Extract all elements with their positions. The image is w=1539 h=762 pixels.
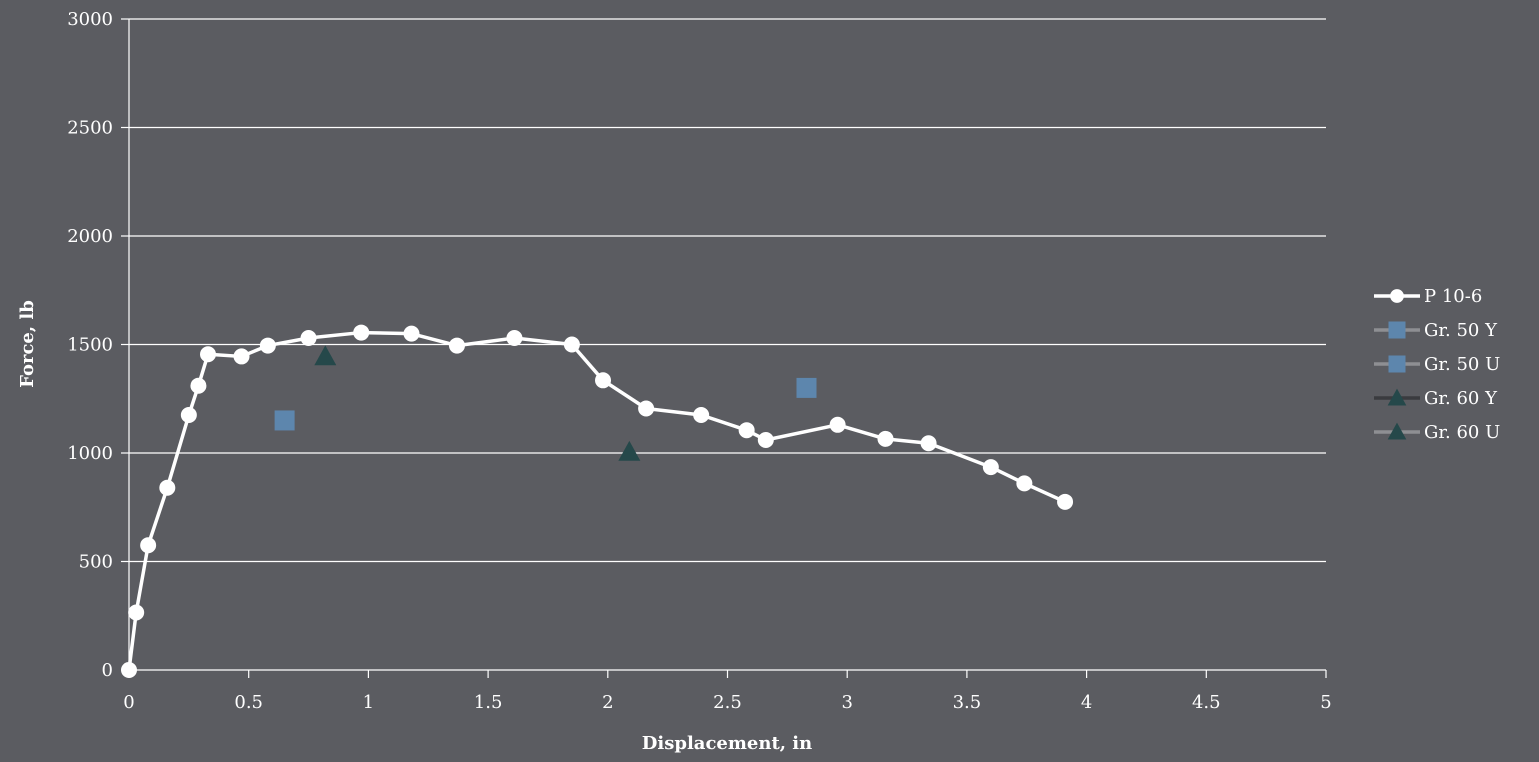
data-point-0-21 <box>877 430 894 447</box>
y-tick-label-0: 0 <box>102 660 113 681</box>
legend-marker-0 <box>1390 289 1404 303</box>
data-point-0-25 <box>1057 493 1074 510</box>
legend-marker-3 <box>1387 388 1407 406</box>
legend-entry-4: Gr. 60 U <box>1374 422 1500 443</box>
data-point-3-0 <box>314 345 337 366</box>
data-point-1-0 <box>274 410 295 431</box>
x-tick-label-0: 0 <box>123 692 134 713</box>
data-point-0-24 <box>1016 475 1033 492</box>
data-point-0-22 <box>920 435 937 452</box>
data-point-0-8 <box>259 337 276 354</box>
y-tick-label-4: 2000 <box>67 226 113 247</box>
data-point-0-19 <box>757 431 774 448</box>
x-tick-label-5: 2.5 <box>713 692 742 713</box>
data-point-0-11 <box>403 325 420 342</box>
data-point-0-16 <box>638 400 655 417</box>
y-tick-label-1: 500 <box>79 552 113 573</box>
x-tick-label-6: 3 <box>841 692 852 713</box>
data-point-0-23 <box>982 459 999 476</box>
data-point-0-14 <box>563 336 580 353</box>
legend-entry-0: P 10-6 <box>1374 286 1482 307</box>
x-tick-label-3: 1.5 <box>474 692 503 713</box>
series-3 <box>314 345 337 366</box>
legend-entry-3: Gr. 60 Y <box>1374 388 1498 409</box>
legend-marker-1 <box>1388 321 1406 339</box>
series-4 <box>618 440 641 461</box>
data-point-0-5 <box>190 377 207 394</box>
data-point-4-0 <box>618 440 641 461</box>
series-0 <box>121 324 1074 678</box>
data-point-0-3 <box>159 479 176 496</box>
y-axis-title: Force, lb <box>17 300 38 388</box>
legend-entry-1: Gr. 50 Y <box>1374 320 1498 341</box>
data-point-0-12 <box>448 337 465 354</box>
x-tick-label-8: 4 <box>1081 692 1092 713</box>
x-tick-label-1: 0.5 <box>234 692 263 713</box>
series-1 <box>274 410 295 431</box>
data-point-0-6 <box>200 346 217 363</box>
y-tick-label-2: 1000 <box>67 443 113 464</box>
series-layer <box>121 324 1074 678</box>
y-tick-label-6: 3000 <box>67 9 113 30</box>
x-tick-label-2: 1 <box>363 692 374 713</box>
legend: P 10-6 Gr. 50 Y Gr. 50 U Gr. 60 Y Gr. 60 U <box>1374 286 1500 443</box>
data-point-0-0 <box>121 662 137 678</box>
y-tick-label-3: 1500 <box>67 335 113 356</box>
y-tick-label-5: 2500 <box>67 118 113 139</box>
data-point-0-18 <box>738 422 755 439</box>
gridlines <box>129 18 1326 671</box>
legend-entry-2: Gr. 50 U <box>1374 354 1500 375</box>
x-tick-label-10: 5 <box>1320 692 1331 713</box>
legend-label-1: Gr. 50 Y <box>1424 320 1498 341</box>
x-tick-label-7: 3.5 <box>953 692 982 713</box>
data-point-0-13 <box>506 329 523 346</box>
legend-label-4: Gr. 60 U <box>1424 422 1500 443</box>
legend-marker-4 <box>1387 422 1407 440</box>
data-point-0-1 <box>128 604 145 621</box>
data-point-2-0 <box>796 377 817 398</box>
legend-label-3: Gr. 60 Y <box>1424 388 1498 409</box>
axes: 0 500 1000 1500 2000 2500 3000 0 0.5 1 1.5 2 2.5 3 3.5… <box>67 9 1332 713</box>
data-point-0-7 <box>233 348 250 365</box>
data-point-0-15 <box>595 372 612 389</box>
data-point-0-4 <box>180 407 197 424</box>
data-point-0-2 <box>140 537 157 554</box>
x-axis-title: Displacement, in <box>642 733 812 754</box>
x-tick-label-4: 2 <box>602 692 613 713</box>
data-point-0-17 <box>693 407 710 424</box>
data-point-0-9 <box>300 329 317 346</box>
x-tick-label-9: 4.5 <box>1192 692 1221 713</box>
legend-marker-2 <box>1388 355 1406 373</box>
data-point-0-10 <box>353 324 370 341</box>
legend-label-2: Gr. 50 U <box>1424 354 1500 375</box>
data-point-0-20 <box>829 416 846 433</box>
series-2 <box>796 377 817 398</box>
legend-label-0: P 10-6 <box>1424 286 1482 307</box>
